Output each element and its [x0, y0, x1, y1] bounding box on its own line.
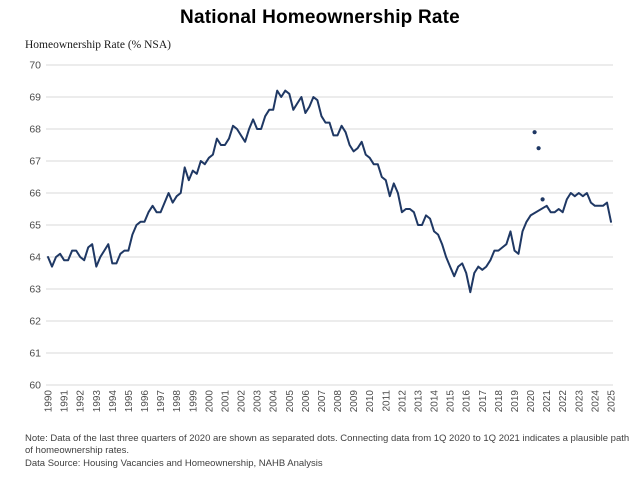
separated-dots: [532, 130, 545, 202]
x-tick-label: 2001: [220, 390, 231, 413]
x-tick-label: 2003: [253, 390, 264, 413]
x-tick-label: 1994: [108, 390, 119, 413]
y-tick-label: 61: [29, 348, 41, 360]
y-tick-label: 64: [29, 252, 41, 264]
x-tick-label: 2019: [510, 390, 521, 413]
x-tick-label: 2008: [333, 390, 344, 413]
x-tick-label: 2014: [430, 390, 441, 413]
x-tick-label: 2005: [285, 390, 296, 413]
x-tick-label: 2000: [204, 390, 215, 413]
x-tick-label: 2012: [397, 390, 408, 413]
note-text: Note: Data of the last three quarters of…: [25, 433, 630, 457]
x-tick-label: 2020: [526, 390, 537, 413]
x-tick-label: 2010: [365, 390, 376, 413]
separated-dot-2020-q4: [540, 197, 545, 202]
x-tick-label: 1990: [44, 390, 55, 413]
y-tick-label: 62: [29, 316, 41, 328]
y-tick-label: 68: [29, 124, 41, 136]
x-tick-label: 1991: [60, 390, 71, 413]
y-axis-tick-labels: 60 61 62 63 64 65 66 67 68 69 70: [29, 60, 41, 392]
footnotes: Note: Data of the last three quarters of…: [25, 433, 631, 470]
x-tick-label: 2009: [349, 390, 360, 413]
x-tick-label: 2015: [446, 390, 457, 413]
x-tick-label: 1995: [124, 390, 135, 413]
y-tick-label: 66: [29, 188, 41, 200]
y-axis-caption: Homeownership Rate (% NSA): [25, 39, 171, 51]
x-tick-label: 2002: [237, 390, 248, 413]
y-tick-label: 65: [29, 220, 41, 232]
x-tick-label: 2021: [542, 390, 553, 413]
x-tick-label: 2024: [590, 390, 601, 413]
y-tick-label: 60: [29, 380, 41, 392]
x-tick-label: 1992: [76, 390, 87, 413]
x-tick-label: 2013: [413, 390, 424, 413]
x-tick-label: 1998: [172, 390, 183, 413]
x-tick-label: 2025: [607, 390, 618, 413]
line-series: [47, 89, 612, 294]
x-tick-label: 1993: [92, 390, 103, 413]
x-axis-tick-labels: 1990 1991 1992 1993 1994 1995 1996 1997 1998 1999…: [44, 390, 618, 413]
x-tick-label: 2011: [381, 390, 392, 412]
x-tick-label: 1997: [156, 390, 167, 413]
y-tick-label: 70: [29, 60, 41, 72]
x-tick-label: 2018: [494, 390, 505, 413]
y-tick-label: 63: [29, 284, 41, 296]
x-tick-label: 2023: [574, 390, 585, 413]
x-tick-label: 2016: [462, 390, 473, 413]
source-text: Data Source: Housing Vacancies and Homeo…: [25, 457, 323, 469]
y-tick-label: 69: [29, 92, 41, 104]
x-tick-label: 2017: [478, 390, 489, 413]
x-tick-label: 2022: [558, 390, 569, 413]
x-tick-label: 2007: [317, 390, 328, 413]
x-tick-label: 2006: [301, 390, 312, 413]
gridlines: [46, 64, 613, 386]
homeownership-rate-line: [47, 89, 612, 294]
y-tick-label: 67: [29, 156, 41, 168]
separated-dot-2020-q3: [536, 146, 541, 151]
x-tick-label: 2004: [269, 390, 280, 413]
separated-dot-2020-q2: [532, 130, 537, 135]
x-tick-label: 1996: [140, 390, 151, 413]
x-tick-label: 1999: [188, 390, 199, 413]
chart-title: National Homeownership Rate: [180, 7, 460, 28]
